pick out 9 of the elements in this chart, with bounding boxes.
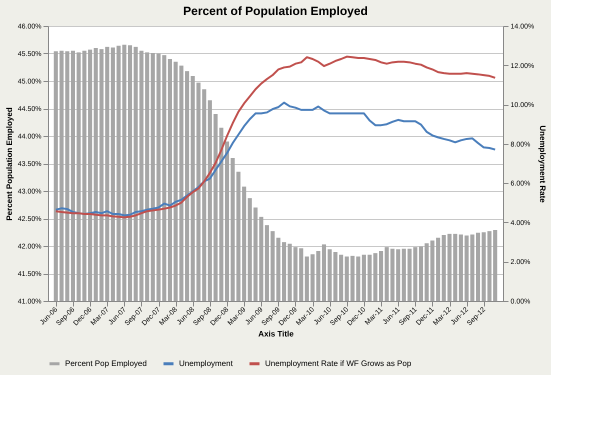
y-axis-title: Percent Population Employed xyxy=(4,107,14,221)
line-series xyxy=(54,56,496,218)
line-series xyxy=(54,102,496,216)
legend-label: Percent Pop Employed xyxy=(65,358,147,368)
x-axis-title: Axis Title xyxy=(258,330,294,339)
y2-axis-title: Unemployment Rate xyxy=(538,125,548,204)
legend-label: Unemployment Rate if WF Grows as Pop xyxy=(265,358,412,368)
chart-title: Percent of Population Employed xyxy=(183,4,368,18)
legend-label: Unemployment xyxy=(179,358,234,368)
